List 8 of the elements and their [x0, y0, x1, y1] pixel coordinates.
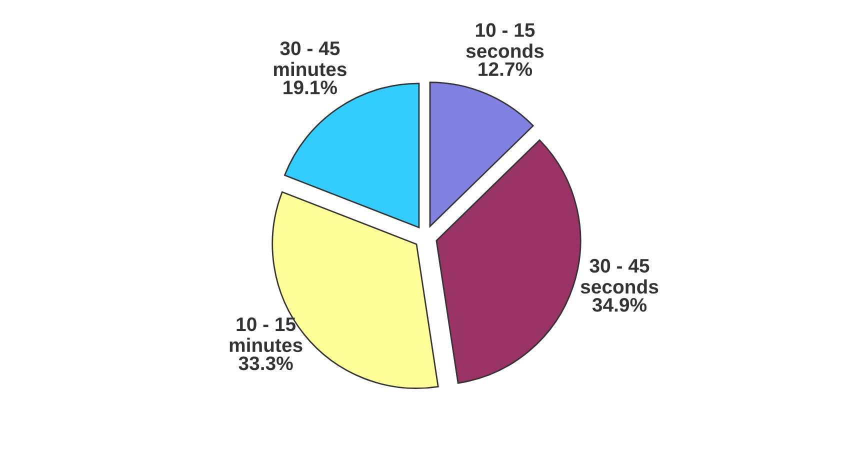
- slice-label: 10 - 15 minutes: [230, 317, 302, 352]
- slice-label: 30 - 45 minutes: [274, 41, 346, 76]
- data-label: 19.1%: [284, 80, 338, 94]
- data-label: 34.9%: [592, 298, 647, 312]
- slice-label: 30 - 45 seconds: [580, 258, 658, 294]
- slice-label: 10 - 15 seconds: [466, 23, 544, 58]
- data-label: 12.7%: [478, 62, 532, 76]
- data-label: 33.3%: [238, 356, 293, 370]
